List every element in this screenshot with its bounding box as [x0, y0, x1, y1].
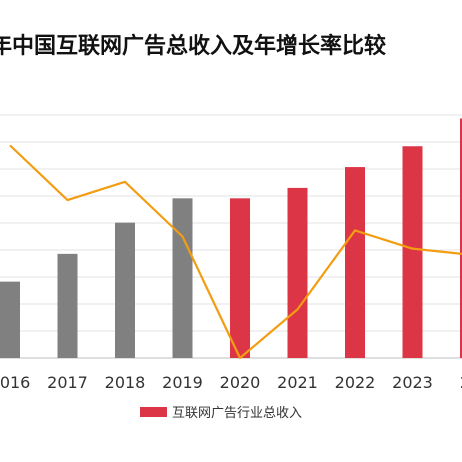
legend-swatch	[140, 407, 167, 417]
bar	[0, 281, 20, 358]
growth-line-series	[9, 144, 462, 360]
bar	[402, 146, 423, 358]
legend-label: 互联网广告行业总收入	[172, 406, 302, 421]
bar	[345, 167, 365, 358]
x-tick-label: 2017	[47, 373, 88, 392]
x-tick-label: 2020	[220, 373, 261, 392]
x-tick-label: 2022	[335, 373, 376, 392]
x-tick-label: 2021	[277, 373, 318, 392]
x-tick-label: 2018	[105, 373, 146, 392]
x-axis-ticks: 2016 2017 2018 2019 2020 2021 2022 2023 20	[0, 373, 462, 392]
bar-series	[0, 118, 462, 358]
bar	[460, 118, 462, 358]
x-tick-label: 20	[460, 373, 462, 392]
bar	[287, 187, 308, 358]
bar	[172, 198, 193, 358]
bar	[230, 198, 250, 358]
x-tick-label: 2019	[162, 373, 203, 392]
bar	[115, 222, 135, 358]
legend: 互联网广告行业总收入	[140, 406, 302, 421]
x-tick-label: 2023	[392, 373, 433, 392]
x-tick-label: 2016	[0, 373, 30, 392]
chart-title: 年中国互联网广告总收入及年增长率比较	[0, 34, 387, 59]
growth-line	[9, 144, 462, 360]
bar	[57, 253, 78, 358]
